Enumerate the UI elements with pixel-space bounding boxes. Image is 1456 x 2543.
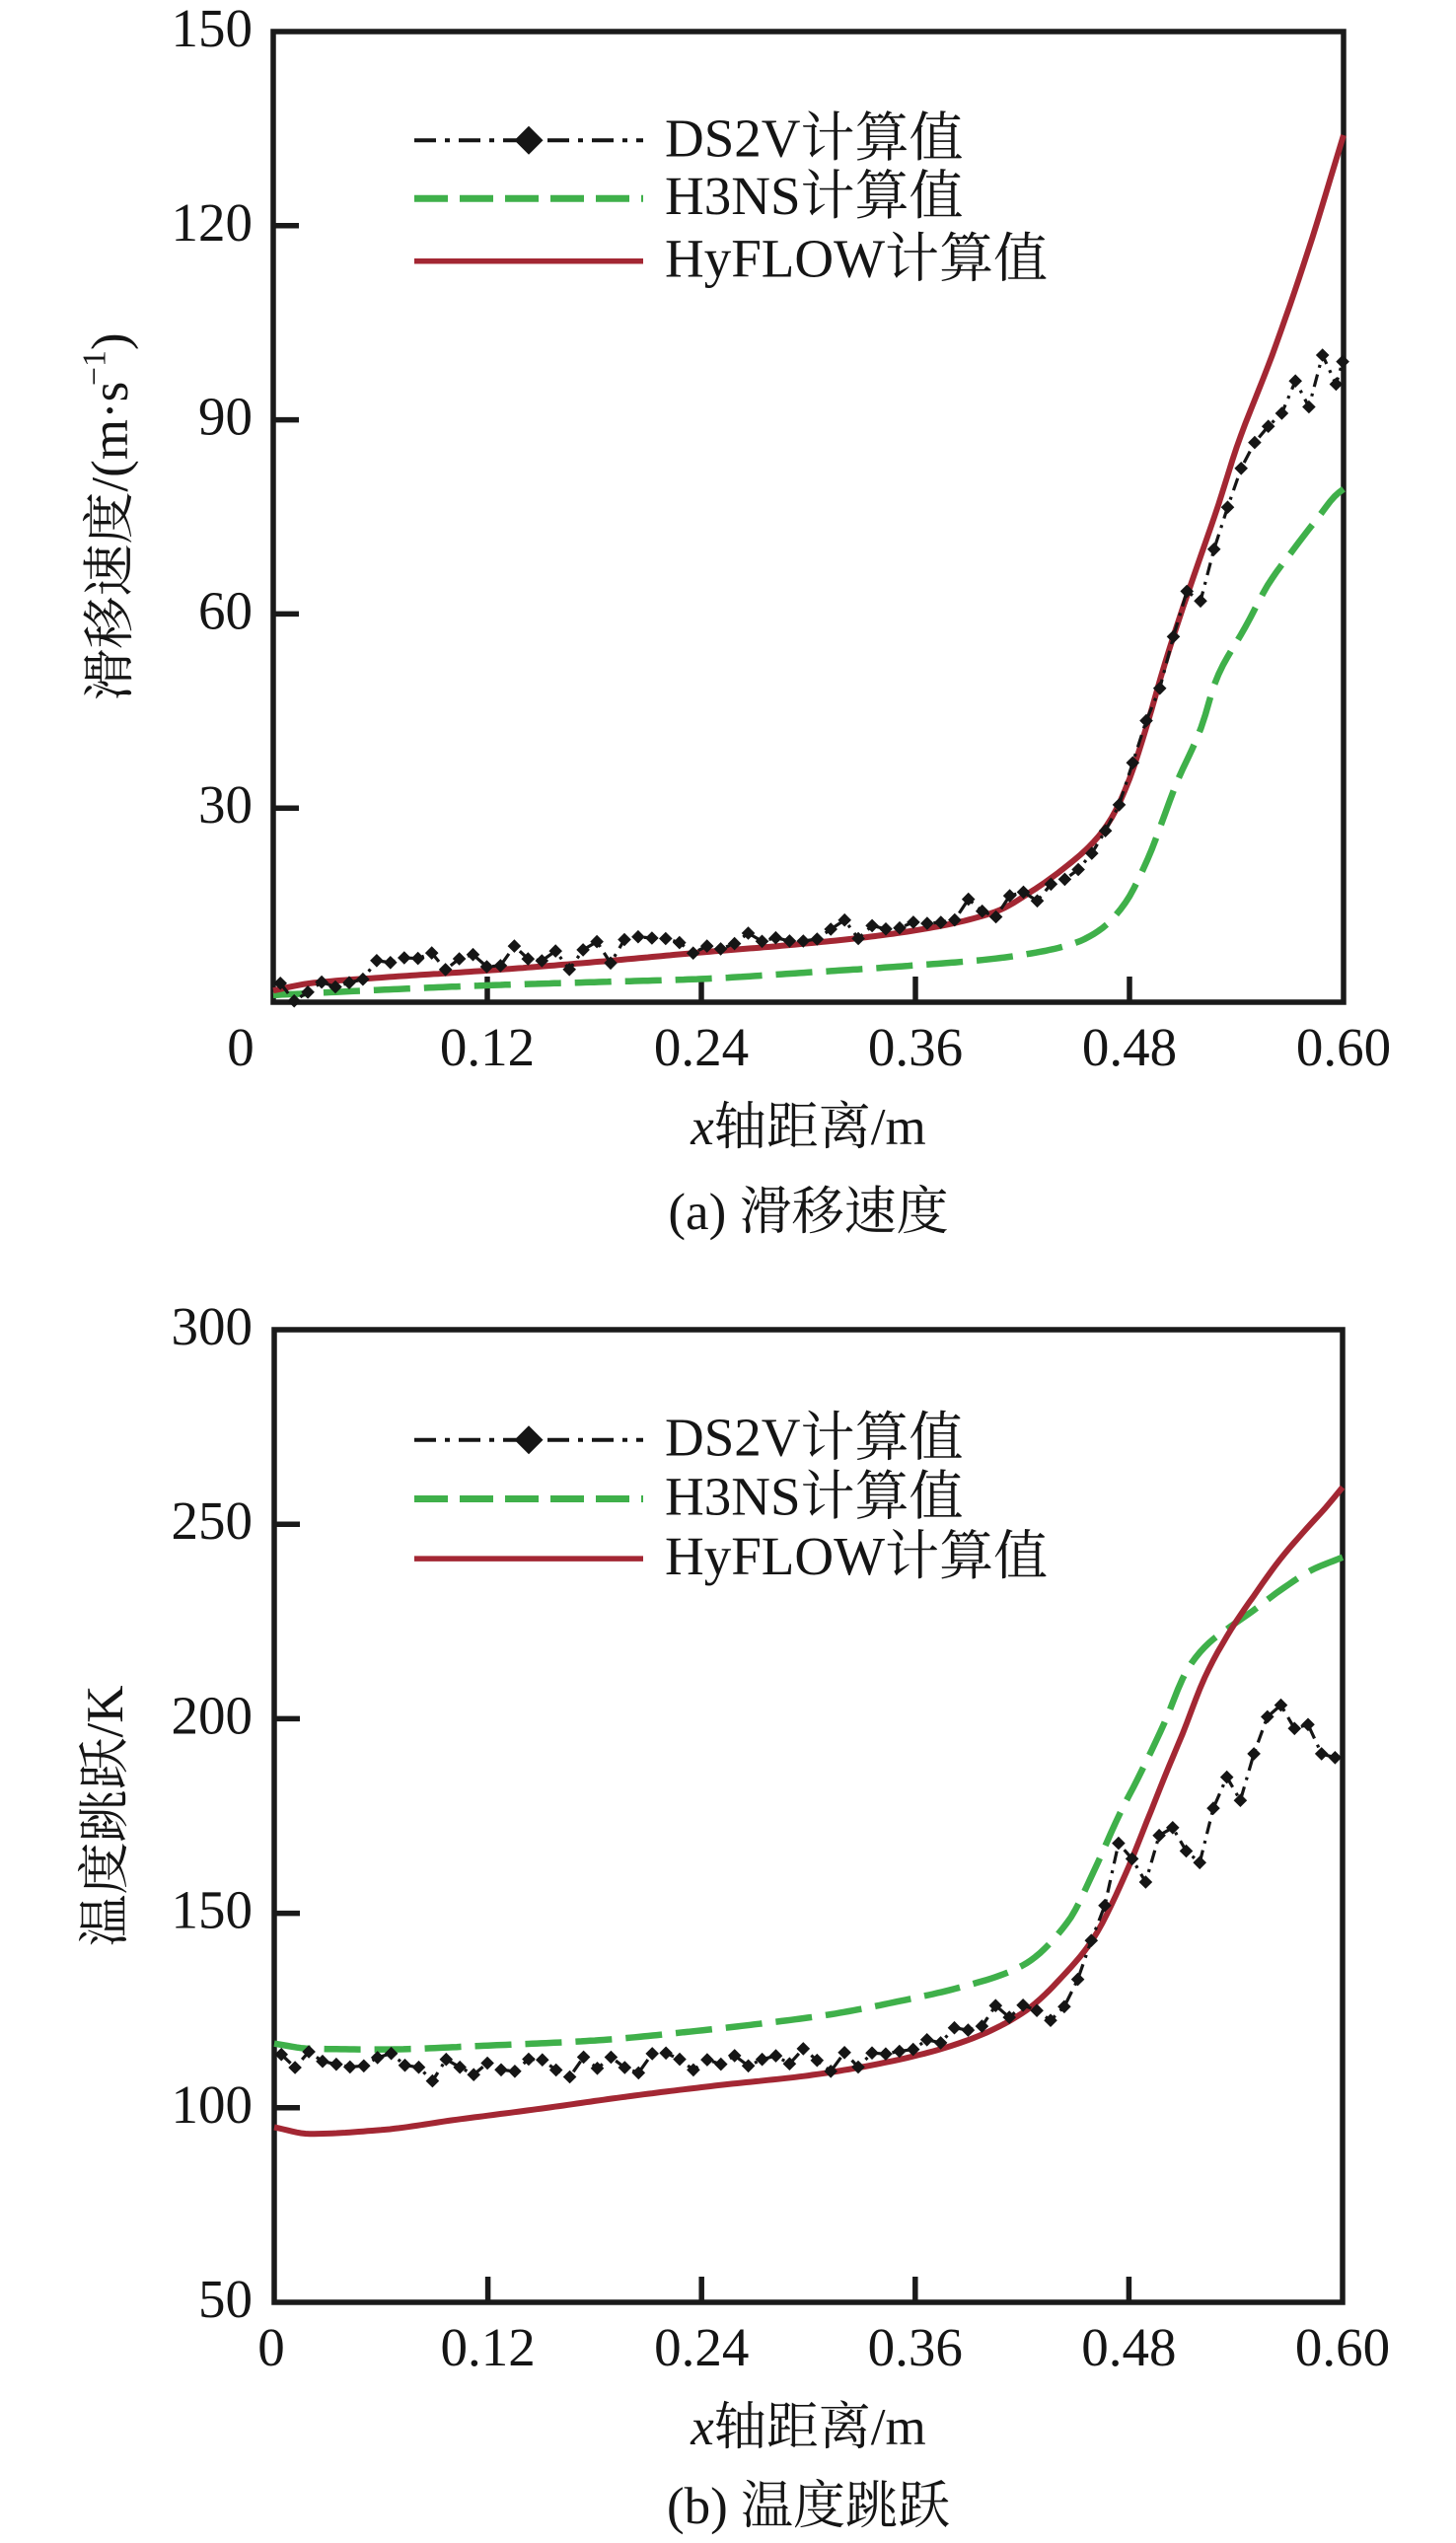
svg-text:/(m·s: /(m·s — [82, 382, 139, 492]
svg-text:0.60: 0.60 — [1296, 1017, 1391, 1077]
svg-text:100: 100 — [172, 2074, 254, 2135]
svg-text:50: 50 — [198, 2269, 253, 2329]
svg-text:90: 90 — [198, 387, 253, 447]
svg-text:250: 250 — [172, 1490, 254, 1551]
svg-text:0.12: 0.12 — [440, 2317, 535, 2377]
svg-text:200: 200 — [172, 1685, 254, 1745]
svg-text:300: 300 — [172, 1296, 254, 1356]
svg-text:30: 30 — [198, 774, 253, 835]
svg-text:0.24: 0.24 — [654, 2317, 749, 2377]
svg-text:H3NS: H3NS — [665, 166, 801, 226]
svg-text:0.24: 0.24 — [654, 1017, 749, 1077]
svg-text:HyFLOW: HyFLOW — [665, 1526, 885, 1586]
svg-text:0: 0 — [227, 1017, 255, 1077]
svg-text:/m: /m — [871, 2399, 926, 2456]
svg-text:/m: /m — [871, 1099, 926, 1156]
svg-text:0.12: 0.12 — [440, 1017, 535, 1077]
svg-text:−1: −1 — [77, 350, 113, 386]
svg-text:/K: /K — [77, 1686, 134, 1738]
svg-text:120: 120 — [172, 192, 254, 253]
svg-text:0.36: 0.36 — [868, 1017, 963, 1077]
svg-text:x: x — [690, 1099, 714, 1156]
svg-text:0: 0 — [257, 2317, 285, 2377]
svg-text:DS2V: DS2V — [665, 108, 801, 168]
svg-text:0.36: 0.36 — [868, 2317, 963, 2377]
svg-text:x: x — [690, 2399, 714, 2456]
svg-text:150: 150 — [172, 0, 254, 58]
svg-text:H3NS: H3NS — [665, 1467, 801, 1527]
svg-text:(a): (a) — [668, 1184, 726, 1241]
svg-text:60: 60 — [198, 580, 253, 640]
svg-text:0.48: 0.48 — [1082, 1017, 1177, 1077]
svg-text:0.48: 0.48 — [1081, 2317, 1176, 2377]
svg-text:HyFLOW: HyFLOW — [665, 229, 885, 289]
svg-text:150: 150 — [172, 1880, 254, 1940]
svg-text:): ) — [82, 332, 139, 350]
svg-text:0.60: 0.60 — [1295, 2317, 1390, 2377]
svg-text:DS2V: DS2V — [665, 1408, 801, 1468]
svg-text:(b): (b) — [667, 2478, 728, 2535]
